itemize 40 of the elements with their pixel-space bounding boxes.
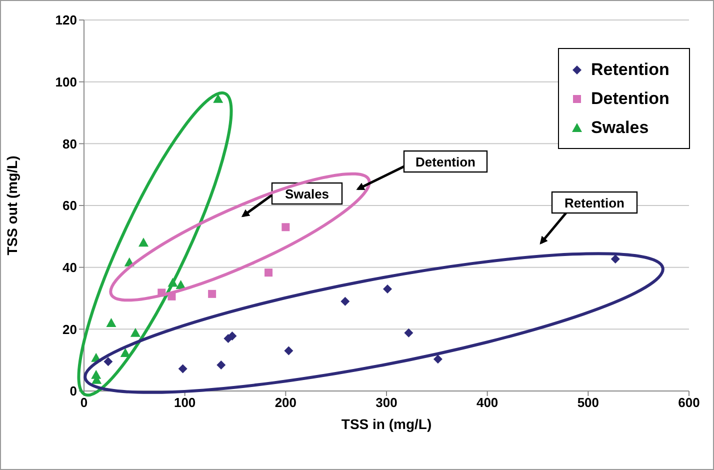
x-tick-label: 600 <box>678 395 700 410</box>
y-tick-label: 40 <box>62 260 77 275</box>
point <box>433 354 442 364</box>
point <box>178 364 188 374</box>
point <box>264 268 273 277</box>
y-axis-title: TSS out (mg/L) <box>4 156 20 256</box>
point <box>284 346 294 356</box>
point <box>228 331 237 340</box>
point <box>104 357 113 366</box>
point <box>106 318 116 327</box>
y-tick-label: 120 <box>55 12 77 28</box>
point <box>213 94 224 103</box>
x-axis-title: TSS in (mg/L) <box>341 416 432 432</box>
x-tick-label: 500 <box>577 395 600 410</box>
y-tick-label: 60 <box>62 198 77 214</box>
y-tick-label: 100 <box>55 74 77 90</box>
annotation: Retention <box>564 196 625 210</box>
point <box>340 296 350 306</box>
y-tick-label: 0 <box>70 384 77 399</box>
point <box>404 328 414 338</box>
annotation: Detention <box>416 154 476 170</box>
x-tick-label: 100 <box>174 395 196 410</box>
x-tick-label: 0 <box>80 395 88 410</box>
y-tick-label: 80 <box>62 136 77 152</box>
x-tick-label: 300 <box>376 395 398 410</box>
legend-label: Swales <box>591 117 649 139</box>
y-tick-label: 20 <box>62 322 77 337</box>
point <box>120 348 130 357</box>
point <box>282 223 290 232</box>
point <box>216 360 226 370</box>
legend-label: Retention <box>591 59 670 81</box>
x-tick-label: 200 <box>274 395 297 410</box>
point <box>208 290 216 298</box>
point <box>130 328 140 337</box>
annotation: Swales <box>284 186 330 202</box>
x-tick-label: 400 <box>476 395 498 410</box>
point <box>383 284 392 294</box>
legend-label: Detention <box>591 88 670 110</box>
point <box>138 238 148 247</box>
point <box>610 254 620 264</box>
